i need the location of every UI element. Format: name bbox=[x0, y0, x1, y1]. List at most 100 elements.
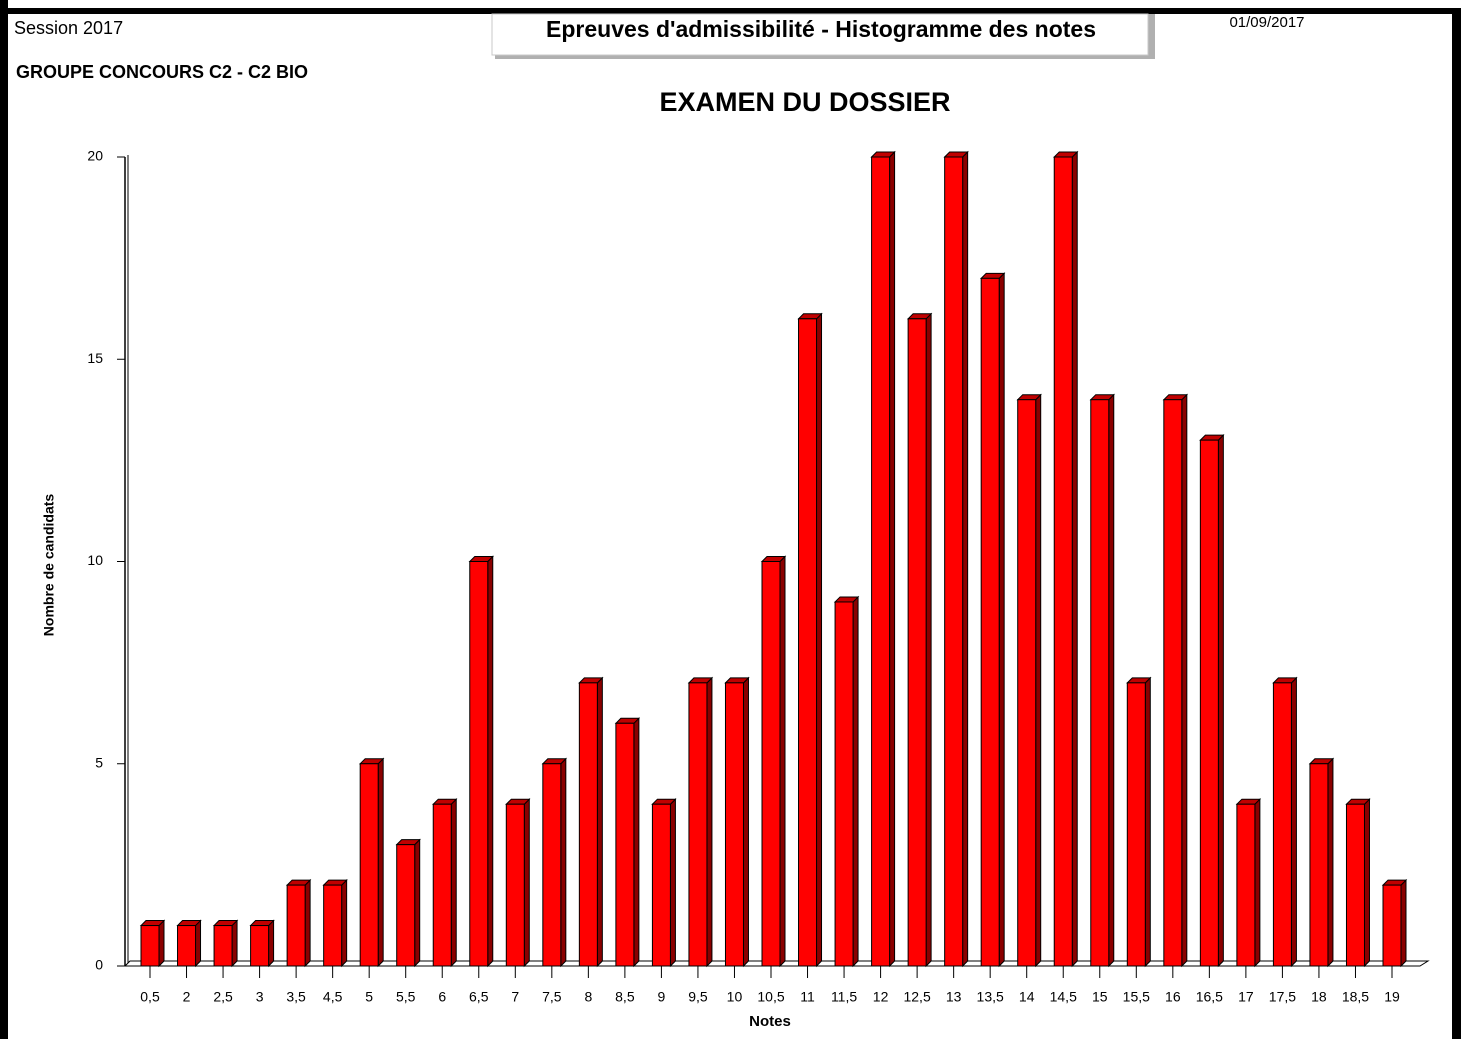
bar bbox=[1199, 439, 1219, 967]
bar bbox=[323, 884, 343, 967]
x-tick-label: 17 bbox=[1238, 989, 1254, 1005]
bar-side bbox=[158, 919, 165, 968]
header-box bbox=[491, 13, 1149, 56]
x-tick-label: 18 bbox=[1311, 989, 1327, 1005]
bar bbox=[469, 561, 489, 967]
x-tick-label: 6,5 bbox=[469, 989, 489, 1005]
frame-left bbox=[0, 0, 8, 1039]
bar-side bbox=[231, 919, 238, 968]
x-tick-label: 8,5 bbox=[615, 989, 635, 1005]
x-tick-label: 11 bbox=[800, 989, 815, 1005]
x-tick-label: 6 bbox=[438, 989, 446, 1005]
x-tick-label: 11,5 bbox=[831, 989, 857, 1005]
bar bbox=[907, 318, 927, 967]
y-tick-label: 20 bbox=[87, 148, 103, 164]
bar bbox=[140, 925, 160, 967]
x-tick-label: 18,5 bbox=[1342, 989, 1369, 1005]
x-tick-label: 9,5 bbox=[688, 989, 708, 1005]
x-tick-label: 5,5 bbox=[396, 989, 416, 1005]
x-tick-label: 10 bbox=[727, 989, 743, 1005]
bar-side bbox=[962, 150, 969, 968]
x-tick-label: 12 bbox=[873, 989, 889, 1005]
x-tick-label: 19 bbox=[1384, 989, 1400, 1005]
bar-side bbox=[1217, 433, 1224, 968]
y-tick-label: 10 bbox=[87, 552, 103, 568]
bar bbox=[688, 682, 708, 967]
bar bbox=[213, 925, 233, 967]
bar-side bbox=[1181, 393, 1188, 968]
y-tick-label: 5 bbox=[95, 754, 103, 770]
header-title: Epreuves d'admissibilité - Histogramme d… bbox=[546, 16, 1096, 42]
x-tick-label: 16,5 bbox=[1196, 989, 1223, 1005]
bar-side bbox=[1327, 757, 1334, 968]
bar bbox=[980, 277, 1000, 967]
bar-side bbox=[852, 595, 859, 968]
x-tick-label: 0,5 bbox=[140, 989, 160, 1005]
bar bbox=[359, 763, 379, 967]
bar-side bbox=[341, 878, 348, 968]
bar-side bbox=[816, 312, 823, 968]
chart-title: EXAMEN DU DOSSIER bbox=[659, 87, 950, 117]
date: 01/09/2017 bbox=[1229, 14, 1304, 31]
bar-side bbox=[1254, 797, 1261, 968]
bar bbox=[1272, 682, 1292, 967]
x-tick-label: 14 bbox=[1019, 989, 1035, 1005]
session: Session 2017 bbox=[14, 18, 123, 38]
x-tick-label: 3,5 bbox=[286, 989, 306, 1005]
x-tick-label: 5 bbox=[365, 989, 373, 1005]
y-tick-label: 15 bbox=[87, 350, 103, 366]
bar bbox=[798, 318, 818, 967]
bar bbox=[578, 682, 598, 967]
y-axis-label: Nombre de candidats bbox=[41, 494, 57, 637]
x-tick-label: 12,5 bbox=[903, 989, 930, 1005]
x-tick-label: 7 bbox=[511, 989, 519, 1005]
bar bbox=[250, 925, 270, 967]
bar-side bbox=[1108, 393, 1115, 968]
bar-side bbox=[523, 797, 530, 968]
bar bbox=[1126, 682, 1146, 967]
bar-side bbox=[1400, 878, 1407, 968]
frame-top bbox=[0, 8, 1461, 14]
x-tick-label: 4,5 bbox=[323, 989, 343, 1005]
bar bbox=[651, 803, 671, 967]
frame-right bbox=[1452, 8, 1461, 1039]
x-tick-label: 13 bbox=[946, 989, 962, 1005]
bar bbox=[1345, 803, 1365, 967]
bar bbox=[1090, 399, 1110, 967]
x-tick-label: 17,5 bbox=[1269, 989, 1296, 1005]
bar-side bbox=[596, 676, 603, 968]
bar-side bbox=[889, 150, 896, 968]
bar-side bbox=[742, 676, 749, 968]
x-tick-label: 9 bbox=[658, 989, 666, 1005]
bar-side bbox=[1290, 676, 1297, 968]
x-tick-label: 2 bbox=[183, 989, 191, 1005]
bar-side bbox=[1363, 797, 1370, 968]
x-tick-label: 15,5 bbox=[1123, 989, 1150, 1005]
y-tick-label: 0 bbox=[95, 957, 103, 973]
x-tick-label: 7,5 bbox=[542, 989, 562, 1005]
x-tick-label: 3 bbox=[256, 989, 264, 1005]
bar-side bbox=[268, 919, 275, 968]
bar-side bbox=[414, 838, 421, 968]
bar bbox=[1163, 399, 1183, 967]
bar-side bbox=[925, 312, 932, 968]
bar-side bbox=[377, 757, 384, 968]
bar bbox=[432, 803, 452, 967]
bar bbox=[944, 156, 964, 967]
x-tick-label: 8 bbox=[584, 989, 592, 1005]
bar-side bbox=[706, 676, 713, 968]
bar-side bbox=[304, 878, 311, 968]
bar bbox=[1382, 884, 1402, 967]
bar-side bbox=[195, 919, 202, 968]
bar-side bbox=[450, 797, 457, 968]
bar bbox=[177, 925, 197, 967]
bar bbox=[1309, 763, 1329, 967]
x-tick-label: 10,5 bbox=[757, 989, 784, 1005]
bar bbox=[505, 803, 525, 967]
bar bbox=[396, 844, 416, 967]
bar bbox=[1053, 156, 1073, 967]
bar-side bbox=[560, 757, 567, 968]
bar bbox=[724, 682, 744, 967]
bar-side bbox=[998, 272, 1005, 968]
